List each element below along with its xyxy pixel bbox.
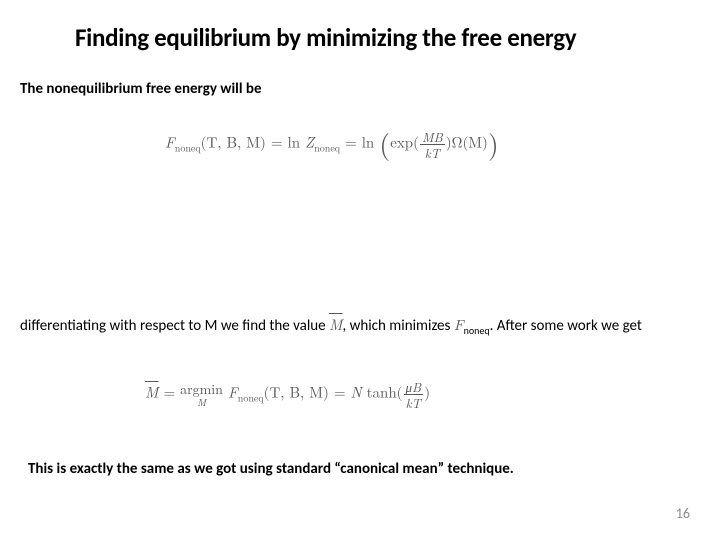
equals-4: = bbox=[329, 382, 351, 403]
diff-part1: differentiating with respect to M we fin… bbox=[20, 317, 329, 335]
var-F-noneq: F bbox=[454, 314, 464, 335]
equals-3: = bbox=[158, 382, 180, 403]
var-N: N bbox=[351, 382, 362, 403]
conclusion-text: This is exactly the same as we got using… bbox=[28, 460, 514, 478]
sub-noneq-3: noneq bbox=[238, 391, 264, 405]
var-Mbar-2: M bbox=[145, 382, 158, 403]
argmin: argminM bbox=[180, 382, 223, 407]
equation-free-energy: Fnoneq(T, B, M) = ln Znoneq = ln (exp(MB… bbox=[165, 130, 499, 159]
equals-2: = bbox=[340, 132, 362, 153]
argmin-label: argmin bbox=[180, 382, 223, 396]
equation-argmin: M = argminM Fnoneq(T, B, M) = N tanh(μBk… bbox=[145, 380, 430, 409]
equals-1: = bbox=[266, 132, 288, 153]
sub-noneq-Z: noneq bbox=[314, 141, 340, 155]
ln-2: ln bbox=[362, 132, 380, 153]
tanh-open: tanh( bbox=[362, 382, 403, 403]
args-TBM-2: (T, B, M) bbox=[264, 382, 329, 403]
fraction-MB-kT: MBkT bbox=[420, 130, 445, 159]
var-Omega: Ω bbox=[452, 132, 463, 153]
sub-noneq: noneq bbox=[175, 141, 201, 155]
var-F: F bbox=[165, 132, 175, 153]
var-Mbar: M bbox=[329, 314, 342, 335]
tanh-close: ) bbox=[424, 382, 430, 403]
diff-part2: , which minimizes bbox=[343, 317, 454, 335]
var-Z: Z bbox=[305, 132, 314, 153]
page-title: Finding equilibrium by minimizing the fr… bbox=[75, 22, 576, 53]
fraction-muB-kT: μBkT bbox=[404, 380, 424, 409]
omega-arg: (M) bbox=[462, 132, 487, 153]
frac-den-2: kT bbox=[404, 395, 424, 409]
intro-text: The nonequilibrium free energy will be bbox=[20, 80, 262, 98]
slide: Finding equilibrium by minimizing the fr… bbox=[0, 0, 720, 540]
exp-open: exp( bbox=[390, 132, 419, 153]
sub-noneq-2: noneq bbox=[464, 324, 490, 337]
diff-part3: . After some work we get bbox=[490, 317, 642, 335]
ln-1: ln bbox=[288, 132, 306, 153]
var-F-2: F bbox=[228, 382, 238, 403]
args-TBM: (T, B, M) bbox=[201, 132, 266, 153]
page-number: 16 bbox=[676, 505, 690, 522]
frac-den: kT bbox=[420, 145, 445, 159]
differentiation-text: differentiating with respect to M we fin… bbox=[20, 315, 700, 338]
